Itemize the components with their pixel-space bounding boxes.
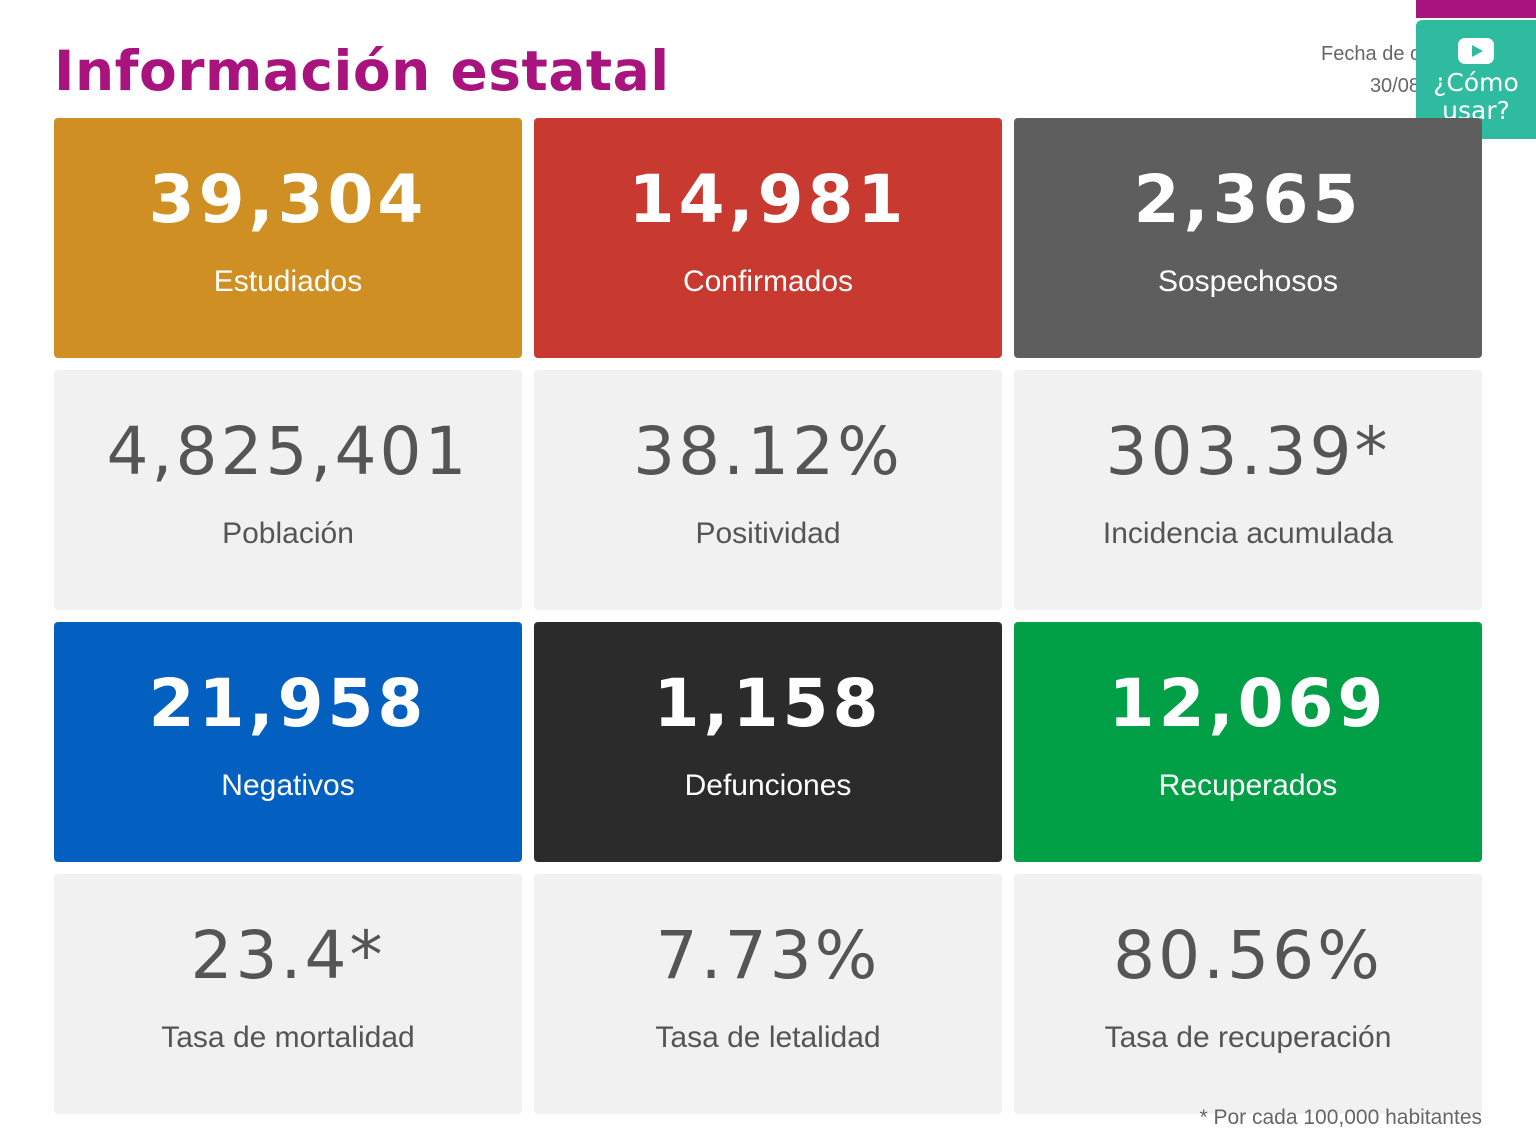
update-date: Fecha de c 30/08 bbox=[1296, 38, 1420, 102]
card-incidencia: 303.39* Incidencia acumulada bbox=[1014, 370, 1482, 610]
card-positividad: 38.12% Positividad bbox=[534, 370, 1002, 610]
card-label: Sospechosos bbox=[1157, 265, 1339, 298]
card-value: 39,304 bbox=[148, 161, 428, 238]
card-label: Recuperados bbox=[1158, 769, 1338, 802]
card-value: 21,958 bbox=[148, 665, 428, 742]
top-accent-bar bbox=[1416, 0, 1536, 18]
card-value: 7.73% bbox=[655, 917, 881, 994]
card-poblacion: 4,825,401 Población bbox=[54, 370, 522, 610]
card-defunciones: 1,158 Defunciones bbox=[534, 622, 1002, 862]
card-value: 38.12% bbox=[633, 413, 903, 490]
stats-grid: 39,304 Estudiados 14,981 Confirmados 2,3… bbox=[54, 118, 1482, 1114]
footnote: * Por cada 100,000 habitantes bbox=[1199, 1106, 1482, 1129]
card-label: Confirmados bbox=[682, 265, 854, 298]
card-recuperacion: 80.56% Tasa de recuperación bbox=[1014, 874, 1482, 1114]
card-label: Positividad bbox=[695, 517, 841, 550]
card-estudiados: 39,304 Estudiados bbox=[54, 118, 522, 358]
update-date-value: 30/08 bbox=[1369, 75, 1420, 97]
page-title: Información estatal bbox=[54, 39, 670, 103]
card-value: 2,365 bbox=[1133, 161, 1363, 238]
card-label: Negativos bbox=[221, 769, 355, 802]
card-label: Estudiados bbox=[213, 265, 363, 298]
youtube-play-icon bbox=[1458, 38, 1494, 64]
card-value: 1,158 bbox=[653, 665, 883, 742]
card-letalidad: 7.73% Tasa de letalidad bbox=[534, 874, 1002, 1114]
card-value: 80.56% bbox=[1113, 917, 1383, 994]
card-value: 303.39* bbox=[1105, 413, 1391, 490]
card-label: Incidencia acumulada bbox=[1102, 517, 1394, 550]
card-label: Tasa de mortalidad bbox=[161, 1021, 415, 1054]
card-value: 12,069 bbox=[1108, 665, 1388, 742]
card-label: Defunciones bbox=[684, 769, 852, 802]
card-value: 14,981 bbox=[628, 161, 908, 238]
card-value: 23.4* bbox=[190, 917, 386, 994]
card-recuperados: 12,069 Recuperados bbox=[1014, 622, 1482, 862]
card-label: Tasa de recuperación bbox=[1104, 1021, 1392, 1054]
update-date-label: Fecha de c bbox=[1321, 43, 1420, 65]
card-confirmados: 14,981 Confirmados bbox=[534, 118, 1002, 358]
card-value: 4,825,401 bbox=[106, 413, 470, 490]
card-label: Población bbox=[222, 517, 354, 550]
card-mortalidad: 23.4* Tasa de mortalidad bbox=[54, 874, 522, 1114]
card-sospechosos: 2,365 Sospechosos bbox=[1014, 118, 1482, 358]
card-label: Tasa de letalidad bbox=[655, 1021, 881, 1054]
how-to-use-label: ¿Cómo usar? bbox=[1433, 68, 1519, 125]
card-negativos: 21,958 Negativos bbox=[54, 622, 522, 862]
